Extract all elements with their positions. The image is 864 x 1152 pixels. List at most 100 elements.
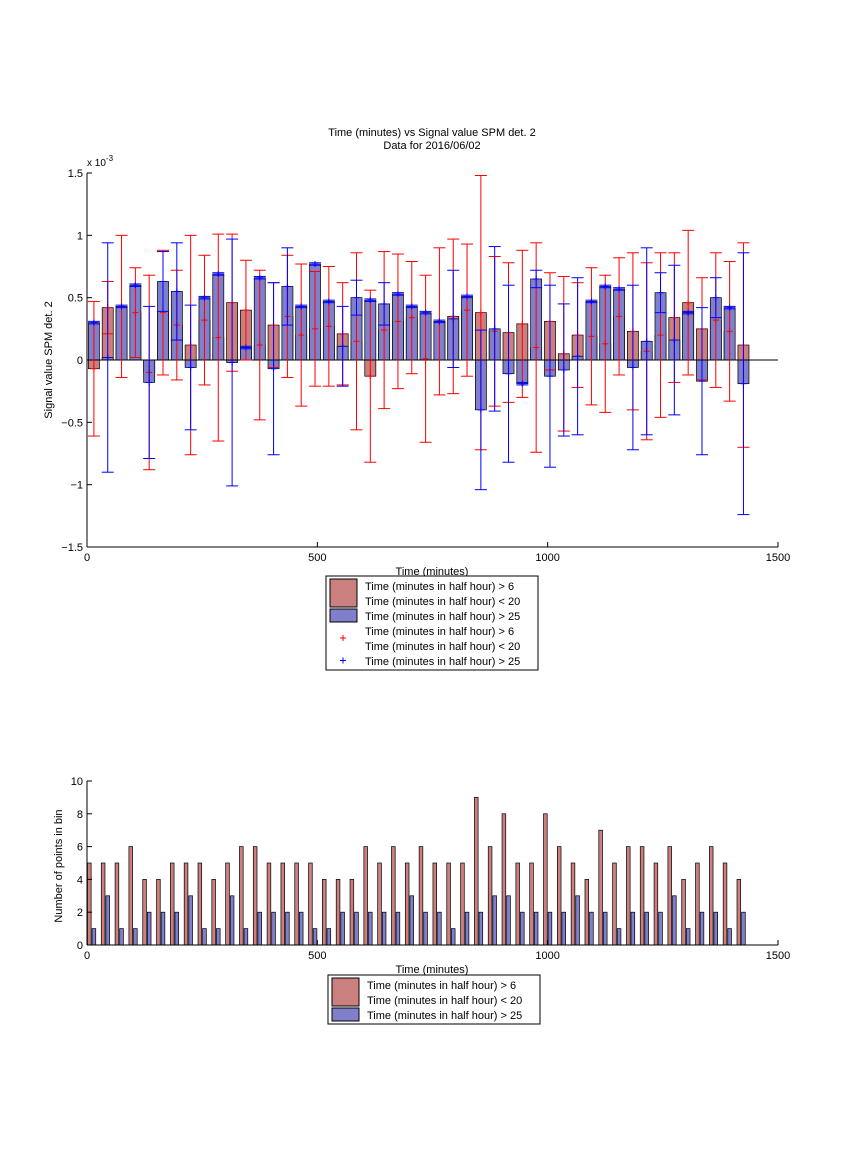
x-tick-label: 1000 xyxy=(535,552,559,564)
errorbar-red xyxy=(198,254,211,386)
x-axis-label-2: Time (minutes) xyxy=(396,964,469,976)
errorbar-red xyxy=(309,270,322,387)
errorbar-red xyxy=(682,229,695,376)
errorbar-blue xyxy=(626,284,639,451)
y-tick-label: 6 xyxy=(77,842,83,854)
count-bar-blue xyxy=(603,911,608,946)
count-bar-blue xyxy=(299,911,304,946)
y-tick-label: 1 xyxy=(77,230,83,242)
count-bar-red xyxy=(598,829,603,946)
count-bar-blue xyxy=(381,911,387,946)
count-bar-blue xyxy=(368,911,373,946)
count-bar-blue xyxy=(547,911,553,946)
count-bar-blue xyxy=(160,911,166,946)
count-bar-red xyxy=(460,862,465,946)
count-bar-red xyxy=(515,862,520,946)
count-bar-red xyxy=(128,846,133,946)
y-exponent-power: -3 xyxy=(106,154,114,163)
count-bar-red xyxy=(239,846,244,946)
legend-entry-text: Time (minutes in half hour) > 25 xyxy=(365,611,520,623)
errorbar-red xyxy=(364,289,377,463)
count-plot-area xyxy=(87,797,746,946)
signal-chart: Time (minutes) vs Signal value SPM det. … xyxy=(43,127,790,671)
errorbar-blue xyxy=(516,380,529,387)
errorbar-blue xyxy=(447,269,460,368)
count-bar-red xyxy=(446,862,451,946)
errorbar-blue xyxy=(474,329,487,491)
errorbar-blue xyxy=(170,242,183,341)
errorbar-blue xyxy=(682,309,695,316)
errorbar-blue xyxy=(640,247,653,436)
errorbar-blue xyxy=(668,264,681,416)
errorbar-blue xyxy=(143,305,156,459)
errorbar-blue xyxy=(281,247,294,326)
count-bar-blue xyxy=(354,911,359,946)
errorbar-blue xyxy=(709,277,722,319)
count-bar-red xyxy=(280,862,285,946)
x-tick-label: 1500 xyxy=(766,552,790,564)
signal-legend: Time (minutes in half hour) > 6 Time (min… xyxy=(325,575,539,671)
count-bar-blue xyxy=(326,928,332,946)
count-bar-red xyxy=(363,846,368,946)
count-bar-blue xyxy=(699,911,705,946)
legend-entry-text: Time (minutes in half hour) > 25 xyxy=(365,656,520,668)
legend-entry-text: Time (minutes in half hour) > 25 xyxy=(367,1010,522,1022)
count-bar-blue xyxy=(506,895,511,946)
count-bar-red xyxy=(266,862,272,946)
errorbar-blue xyxy=(695,307,708,456)
errorbar-blue xyxy=(654,272,667,314)
count-bar-blue xyxy=(423,911,428,946)
count-bar-red xyxy=(197,862,203,946)
count-bar-red xyxy=(474,797,479,946)
count-bar-red xyxy=(335,879,341,946)
count-bar-blue xyxy=(727,928,732,946)
count-bar-blue xyxy=(713,911,719,946)
legend-entry-text: Time (minutes in half hour) > 6 xyxy=(367,980,516,992)
errorbar-blue xyxy=(115,303,128,310)
legend-box xyxy=(327,974,541,1025)
count-bar-blue xyxy=(437,911,442,946)
errorbar-blue xyxy=(530,269,543,289)
count-bar-red xyxy=(529,862,534,946)
errorbar-blue xyxy=(723,304,736,311)
count-bar-blue xyxy=(105,895,110,946)
x-tick-label: 1000 xyxy=(535,950,559,962)
errorbar-blue xyxy=(322,298,335,305)
chart-title: Time (minutes) vs Signal value SPM det. … xyxy=(328,127,535,139)
count-bar-blue xyxy=(285,911,290,946)
count-bar-red xyxy=(709,846,714,946)
count-bar-blue xyxy=(672,895,677,946)
count-bar-red xyxy=(391,846,396,946)
legend-entry-text: Time (minutes in half hour) < 20 xyxy=(365,641,520,653)
errorbar-blue xyxy=(364,297,377,304)
errorbar-blue xyxy=(336,305,349,387)
legend-entry-text: Time (minutes in half hour) < 20 xyxy=(367,995,522,1007)
legend-entry-text: Time (minutes in half hour) > 6 xyxy=(365,581,514,593)
errorbar-red xyxy=(599,274,612,413)
count-bar-red xyxy=(404,862,410,946)
errorbar-blue xyxy=(378,282,391,326)
errorbar-blue xyxy=(267,282,280,456)
legend-swatch xyxy=(329,578,358,608)
count-bar-blue xyxy=(174,911,180,946)
y-exponent-base: x 10 xyxy=(87,158,106,169)
count-chart: 0 500 1000 1500 0 2 4 6 8 10 Time (minutes) Numbe… xyxy=(53,776,790,1025)
count-bar-red xyxy=(626,846,631,946)
count-bar-red xyxy=(114,862,120,946)
count-bar-red xyxy=(377,862,382,946)
count-bar-blue xyxy=(409,895,414,946)
y-tick-label: −0.5 xyxy=(61,417,83,429)
legend-box xyxy=(325,575,539,671)
signal-plot-area xyxy=(87,174,778,516)
count-bar-blue xyxy=(312,928,318,946)
y-tick-label: 4 xyxy=(77,874,83,886)
errorbar-blue xyxy=(212,270,225,277)
count-axes: 0 500 1000 1500 0 2 4 6 8 10 xyxy=(71,776,790,962)
errorbar-red xyxy=(253,269,266,421)
errorbar-blue xyxy=(419,309,432,316)
y-axis-label: Signal value SPM det. 2 xyxy=(43,301,55,418)
legend-entry-text: Time (minutes in half hour) < 20 xyxy=(365,596,520,608)
errorbar-red xyxy=(613,257,626,376)
x-tick-label: 500 xyxy=(308,950,326,962)
errorbar-blue xyxy=(405,303,418,310)
